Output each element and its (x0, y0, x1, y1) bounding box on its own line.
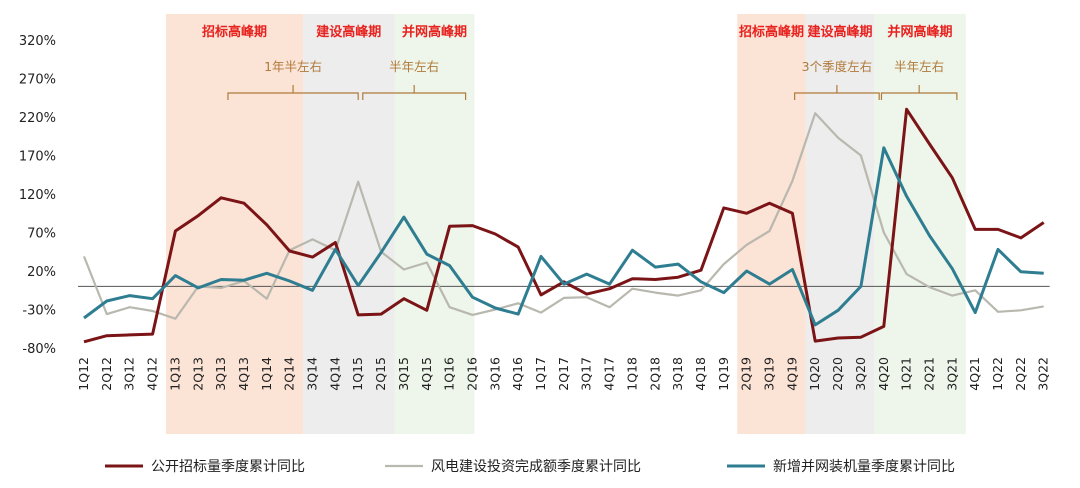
phase-labels: 招标高峰期 建设高峰期 并网高峰期 招标高峰期 建设高峰期 并网高峰期 (202, 24, 953, 40)
x-tick-label: 2Q12 (99, 357, 114, 391)
x-tick-label: 4Q13 (236, 357, 251, 391)
y-tick-label: -30% (22, 304, 56, 319)
phase-label: 并网高峰期 (888, 24, 953, 40)
phase-bands (165, 14, 966, 434)
x-tick-label: 3Q17 (579, 357, 594, 391)
x-tick-label: 1Q14 (259, 357, 274, 391)
y-tick-label: 70% (27, 227, 56, 242)
phase-label: 招标高峰期 (202, 24, 267, 40)
x-tick-label: 2Q13 (190, 357, 205, 391)
x-tick-label: 4Q20 (876, 357, 891, 391)
x-tick-label: 2Q19 (739, 357, 754, 391)
duration-label: 3个季度左右 (802, 59, 872, 74)
y-tick-label: 270% (19, 73, 56, 88)
duration-label: 半年左右 (894, 59, 944, 74)
phase-label: 招标高峰期 (739, 24, 804, 40)
x-tick-label: 4Q17 (602, 357, 617, 391)
y-tick-label: 220% (19, 111, 56, 126)
x-tick-label: 2Q18 (647, 357, 662, 391)
x-tick-label: 2Q15 (373, 357, 388, 391)
legend-label: 新增并网装机量季度累计同比 (773, 459, 955, 475)
legend-label: 风电建设投资完成额季度累计同比 (431, 459, 641, 475)
y-tick-label: 170% (19, 150, 56, 165)
duration-bracket (880, 85, 958, 100)
x-axis: 1Q12 2Q12 3Q12 4Q12 1Q13 2Q13 3Q13 4Q13 1Q14 2Q14… (76, 357, 1051, 391)
x-tick-label: 1Q15 (350, 357, 365, 391)
x-tick-label: 2Q14 (282, 357, 297, 391)
x-tick-label: 1Q19 (716, 357, 731, 391)
series-line-3 (83, 146, 1044, 327)
x-tick-label: 1Q21 (899, 357, 914, 391)
x-tick-label: 4Q14 (327, 357, 342, 391)
phase-label: 建设高峰期 (808, 24, 873, 40)
x-tick-label: 3Q16 (487, 357, 502, 391)
x-tick-label: 2Q21 (921, 357, 936, 391)
duration-bracket (362, 85, 467, 100)
phase-band (165, 14, 304, 434)
duration-bracket (794, 85, 880, 100)
y-tick-label: -80% (22, 342, 56, 357)
x-tick-label: 3Q14 (305, 357, 320, 391)
legend-label: 公开招标量季度累计同比 (151, 459, 305, 475)
x-tick-label: 2Q17 (556, 357, 571, 391)
x-tick-label: 4Q15 (419, 357, 434, 391)
x-tick-label: 4Q16 (510, 357, 525, 391)
phase-band (303, 14, 395, 434)
phase-band (874, 14, 966, 434)
x-tick-label: 4Q18 (693, 357, 708, 391)
phase-label: 建设高峰期 (316, 24, 381, 40)
x-tick-label: 2Q20 (830, 357, 845, 391)
series-lines (82, 107, 1045, 344)
x-tick-label: 1Q18 (624, 357, 639, 391)
x-tick-label: 1Q20 (807, 357, 822, 391)
x-tick-label: 3Q22 (1036, 357, 1051, 391)
phase-label: 并网高峰期 (402, 24, 467, 40)
x-tick-label: 3Q21 (944, 357, 959, 391)
duration-label: 1年半左右 (264, 59, 322, 74)
duration-label: 半年左右 (389, 59, 439, 74)
x-tick-label: 3Q19 (762, 357, 777, 391)
x-tick-label: 1Q12 (76, 357, 91, 391)
duration-bracket (227, 85, 359, 100)
x-tick-label: 3Q13 (213, 357, 228, 391)
x-tick-label: 3Q20 (853, 357, 868, 391)
x-tick-label: 1Q16 (442, 357, 457, 391)
y-tick-label: 120% (19, 188, 56, 203)
x-tick-label: 4Q19 (784, 357, 799, 391)
phase-band (805, 14, 875, 434)
x-tick-label: 3Q12 (122, 357, 137, 391)
x-tick-label: 2Q16 (464, 357, 479, 391)
x-tick-label: 4Q21 (967, 357, 982, 391)
x-tick-label: 4Q12 (145, 357, 160, 391)
x-tick-label: 3Q18 (670, 357, 685, 391)
x-tick-label: 3Q15 (396, 357, 411, 391)
x-tick-label: 2Q22 (1013, 357, 1028, 391)
y-tick-label: 320% (19, 34, 56, 49)
x-tick-label: 1Q13 (167, 357, 182, 391)
duration-brackets: 1年半左右 半年左右 3个季度左右 半年左右 (227, 59, 958, 100)
legend: 公开招标量季度累计同比 风电建设投资完成额季度累计同比 新增并网装机量季度累计同比 (105, 459, 955, 475)
x-tick-label: 1Q22 (990, 357, 1005, 391)
x-tick-label: 1Q17 (533, 357, 548, 391)
y-axis: 320% 270% 220% 170% 120% 70% 20% -30% -80% (19, 34, 56, 357)
y-tick-label: 20% (27, 265, 56, 280)
